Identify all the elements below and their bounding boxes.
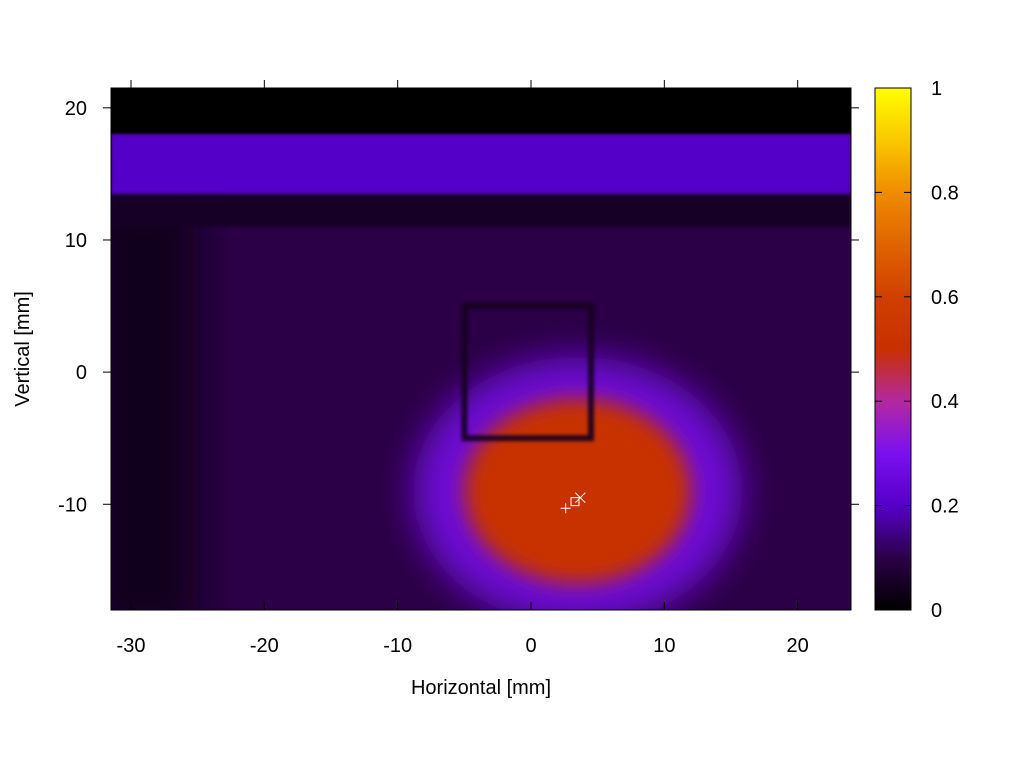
x-axis-label: Horizontal [mm] xyxy=(411,677,551,699)
colorbar-tick-label: 1 xyxy=(931,78,942,100)
x-tick-label: -10 xyxy=(383,635,412,657)
heatmap-top-band xyxy=(111,134,851,194)
heatmap-band-shadow xyxy=(111,193,851,227)
axes: -30 -20 -10 0 10 20 -10 0 10 20 xyxy=(58,80,859,657)
x-tick-label: -20 xyxy=(250,635,279,657)
x-tick-label: -30 xyxy=(117,635,146,657)
x-tick-label: 20 xyxy=(787,635,809,657)
plus-marker xyxy=(560,503,571,514)
inner-frame-shadow xyxy=(461,303,595,442)
colorbar-tick-label: 0.6 xyxy=(931,287,959,309)
colorbar-tick-label: 0 xyxy=(931,600,942,622)
heatmap-dark-edge xyxy=(111,200,198,610)
marker-group xyxy=(560,492,586,514)
y-axis-label: Vertical [mm] xyxy=(12,291,34,407)
x-tick-label: 10 xyxy=(653,635,675,657)
cross-marker xyxy=(574,492,586,504)
colorbar-tick-label: 0.8 xyxy=(931,182,959,204)
y-tick-label: 10 xyxy=(65,230,87,252)
plot-frame xyxy=(110,87,852,611)
heatmap-top-strip xyxy=(111,88,851,135)
colorbar-axis: 0 0.2 0.4 0.6 0.8 1 xyxy=(875,78,959,622)
y-tick-label: 0 xyxy=(76,362,87,384)
beam-spot xyxy=(464,398,691,584)
heatmap-image xyxy=(111,88,851,610)
square-marker xyxy=(570,497,580,507)
x-tick-label: 0 xyxy=(525,635,536,657)
colorbar-tick-label: 0.4 xyxy=(931,391,959,413)
y-tick-label: 20 xyxy=(65,98,87,120)
colorbar-tick-label: 0.2 xyxy=(931,496,959,518)
y-tick-label: -10 xyxy=(58,494,87,516)
colorbar xyxy=(874,87,912,611)
